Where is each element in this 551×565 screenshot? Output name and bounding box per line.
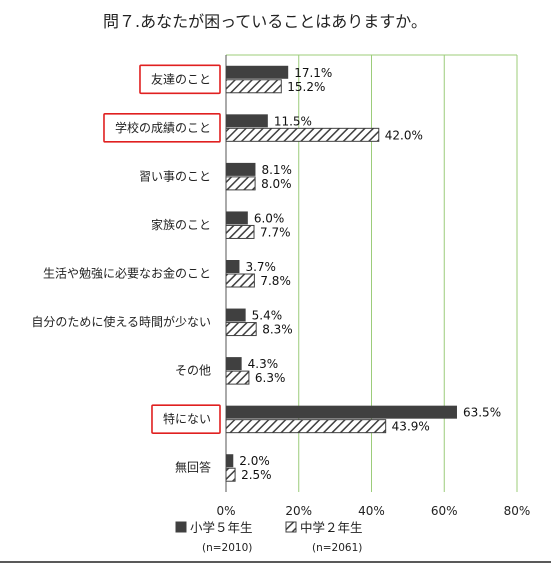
value-label: 5.4% [252,309,283,323]
value-label: 8.0% [261,177,292,191]
value-label: 63.5% [463,406,501,420]
legend-label: 小学５年生 [190,520,253,535]
value-label: 8.1% [261,163,292,177]
value-label: 3.7% [245,260,275,274]
bar-grade8 [225,370,250,385]
value-label: 8.3% [262,323,293,337]
category-label: 生活や勉強に必要なお金のこと [43,266,211,281]
category-label: その他 [175,364,211,378]
category-label: 学校の成績のこと [115,120,211,135]
value-label: 17.1% [294,66,332,80]
x-tick-label: 40% [358,504,385,518]
bar-grade8 [225,273,255,288]
bar-grade5 [226,162,256,176]
category-label: 無回答 [175,460,211,475]
legend-sample-size: (n=2061) [312,542,362,554]
bar-grade8 [225,79,282,94]
category-label: 家族のこと [151,217,211,232]
bar-grade5 [226,114,268,128]
highlight-box [151,404,221,434]
legend: 小学５年生 (n=2010) 中学２年生 (n=2061) [175,520,363,554]
x-tick-label: 20% [285,504,312,518]
value-label: 2.0% [239,454,270,468]
bar-grade5 [226,308,246,322]
value-label: 43.9% [392,420,430,434]
chart-title: 問７.あなたが困っていることはありますか。 [103,12,427,31]
bar-grade5 [226,260,240,273]
highlight-box [103,113,221,143]
category-label: 自分のために使える時間が少ない [31,314,211,329]
value-label: 15.2% [287,80,325,94]
bar-grade8 [225,467,236,482]
value-label: 2.5% [241,468,272,482]
bar-grade5 [226,357,242,371]
bar-grade8 [225,419,387,434]
bar-grade5 [226,65,289,79]
value-label: 7.8% [260,274,291,288]
value-label: 6.3% [255,371,286,385]
value-label: 7.7% [260,225,291,239]
legend-swatch [175,521,187,533]
bar-grade5 [226,405,457,419]
bar-grade5 [226,211,248,225]
value-label: 4.3% [248,357,278,371]
value-label: 42.0% [385,128,423,142]
x-tick-label: 60% [431,504,458,518]
highlight-box [139,64,221,95]
plot-area: 0% 20% 40% 60% 80% 友達のこと 17.1%15.2% 学校の成績のこと 11.… [31,54,531,518]
legend-sample-size: (n=2010) [202,542,252,554]
value-label: 11.5% [274,114,312,128]
bar-grade5 [226,454,234,468]
category-label: 習い事のこと [139,169,211,183]
legend-swatch [285,521,297,533]
value-label: 6.0% [254,211,285,225]
x-tick-label: 0% [216,504,235,518]
bar-grade8 [225,176,256,191]
bar-grade8 [225,224,255,239]
x-tick-label: 80% [504,504,531,518]
legend-label: 中学２年生 [300,520,363,535]
category-label: 特にない [163,411,211,426]
bar-grade8 [225,322,257,337]
bar-grade8 [225,127,380,142]
category-label: 友達のこと [151,72,211,86]
